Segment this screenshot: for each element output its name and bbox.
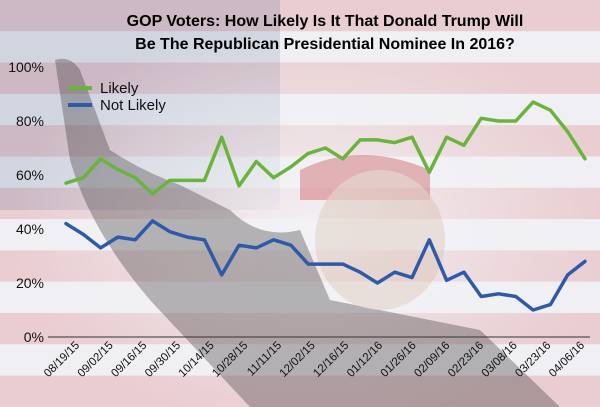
- y-tick-label: 40%: [16, 221, 44, 237]
- chart-subtitle: Be The Republican Presidential Nominee I…: [135, 36, 515, 53]
- y-tick-label: 80%: [16, 113, 44, 129]
- series-line-not-likely: [64, 219, 587, 312]
- legend-label-not-likely: Not Likely: [100, 97, 166, 114]
- y-tick-label: 100%: [8, 59, 44, 75]
- legend: Likely Not Likely: [68, 80, 166, 114]
- y-tick-label: 20%: [16, 275, 44, 291]
- chart-title: GOP Voters: How Likely Is It That Donald…: [127, 13, 524, 30]
- y-tick-label: 60%: [16, 167, 44, 183]
- series-lines: [64, 100, 587, 312]
- y-tick-label: 0%: [24, 329, 44, 345]
- series-line-likely: [64, 100, 587, 196]
- y-axis-ticks: 0% 20% 40% 60% 80% 100%: [8, 59, 44, 345]
- legend-label-likely: Likely: [100, 80, 139, 97]
